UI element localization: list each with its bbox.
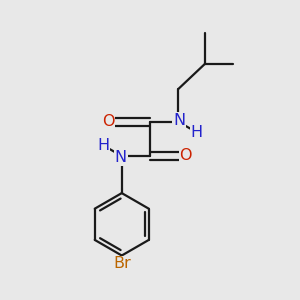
Text: H: H — [98, 138, 110, 153]
Text: N: N — [173, 113, 185, 128]
Text: O: O — [179, 148, 192, 164]
Text: Br: Br — [113, 256, 130, 271]
Text: N: N — [115, 150, 127, 165]
Text: H: H — [190, 125, 202, 140]
Text: O: O — [102, 114, 115, 129]
